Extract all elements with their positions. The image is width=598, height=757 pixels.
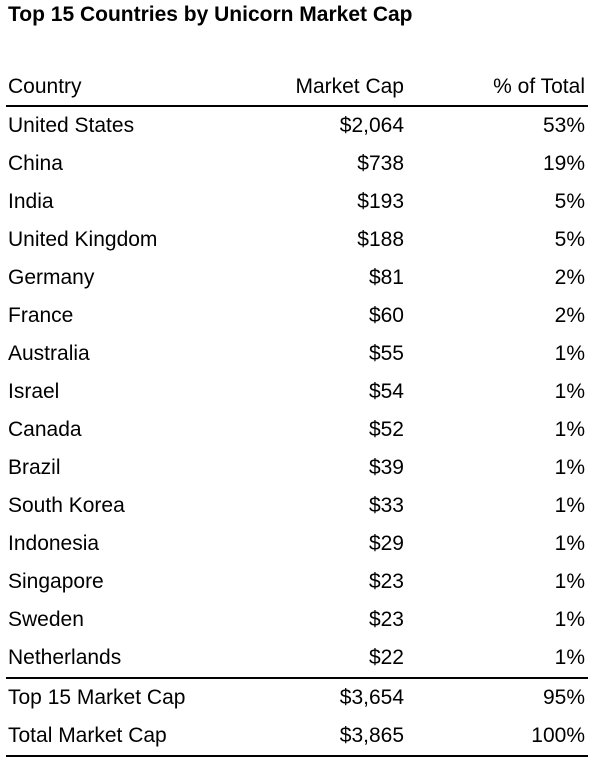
table-row: Brazil $39 1% — [6, 449, 588, 487]
cell-country: United Kingdom — [8, 228, 158, 251]
cell-market-cap: $2,064 — [339, 114, 404, 137]
cell-pct-total: 1% — [554, 456, 585, 479]
summary-row-top15: Top 15 Market Cap $3,654 95% — [6, 677, 588, 717]
cell-country: Brazil — [8, 456, 61, 479]
cell-country: Netherlands — [8, 646, 122, 669]
cell-country: Australia — [8, 342, 90, 365]
cell-market-cap: $193 — [357, 190, 404, 213]
cell-market-cap: $60 — [368, 304, 404, 327]
cell-pct-total: 1% — [554, 608, 585, 631]
cell-pct-total: 19% — [542, 152, 585, 175]
cell-pct-total: 1% — [554, 418, 585, 441]
cell-country: South Korea — [8, 494, 125, 517]
cell-market-cap: $738 — [357, 152, 404, 175]
cell-pct-total: 1% — [554, 494, 585, 517]
page-title: Top 15 Countries by Unicorn Market Cap — [8, 3, 413, 26]
cell-country: United States — [8, 114, 135, 137]
table-row: United States $2,064 53% — [6, 107, 588, 145]
summary-market-cap: $3,865 — [339, 724, 404, 747]
table-row: Singapore $23 1% — [6, 563, 588, 601]
cell-market-cap: $29 — [368, 532, 404, 555]
table-body: United States $2,064 53% China $738 19% India $… — [6, 107, 588, 677]
summary-pct: 95% — [542, 686, 585, 709]
cell-country: Israel — [8, 380, 60, 403]
summary-market-cap: $3,654 — [339, 686, 404, 709]
table-row: France $60 2% — [6, 297, 588, 335]
cell-market-cap: $33 — [368, 494, 404, 517]
summary-label: Total Market Cap — [8, 724, 167, 747]
summary-pct: 100% — [531, 724, 585, 747]
table-row: Netherlands $22 1% — [6, 639, 588, 677]
cell-market-cap: $188 — [357, 228, 404, 251]
cell-country: Canada — [8, 418, 82, 441]
cell-pct-total: 2% — [554, 304, 585, 327]
summary-label: Top 15 Market Cap — [8, 686, 186, 709]
table-header-row: Country Market Cap % of Total — [6, 69, 588, 107]
table-row: Indonesia $29 1% — [6, 525, 588, 563]
cell-pct-total: 1% — [554, 570, 585, 593]
cell-market-cap: $55 — [368, 342, 404, 365]
market-cap-table: Country Market Cap % of Total United Sta… — [6, 69, 588, 757]
table-row: South Korea $33 1% — [6, 487, 588, 525]
table-row: India $193 5% — [6, 183, 588, 221]
column-header-market-cap: Market Cap — [295, 75, 404, 98]
cell-pct-total: 1% — [554, 342, 585, 365]
cell-pct-total: 1% — [554, 532, 585, 555]
cell-country: Sweden — [8, 608, 84, 631]
cell-pct-total: 5% — [554, 228, 585, 251]
cell-pct-total: 2% — [554, 266, 585, 289]
cell-market-cap: $23 — [368, 608, 404, 631]
cell-pct-total: 1% — [554, 380, 585, 403]
cell-pct-total: 5% — [554, 190, 585, 213]
cell-pct-total: 1% — [554, 646, 585, 669]
table-row: Australia $55 1% — [6, 335, 588, 373]
table-row: China $738 19% — [6, 145, 588, 183]
table-row: Germany $81 2% — [6, 259, 588, 297]
cell-country: Indonesia — [8, 532, 100, 555]
column-header-country: Country — [8, 75, 82, 98]
summary-row-total: Total Market Cap $3,865 100% — [6, 717, 588, 757]
cell-market-cap: $22 — [368, 646, 404, 669]
cell-market-cap: $39 — [368, 456, 404, 479]
column-header-pct-total: % of Total — [493, 75, 585, 98]
cell-country: Germany — [8, 266, 95, 289]
table-row: Canada $52 1% — [6, 411, 588, 449]
cell-market-cap: $23 — [368, 570, 404, 593]
cell-country: China — [8, 152, 63, 175]
table-row: Sweden $23 1% — [6, 601, 588, 639]
cell-pct-total: 53% — [542, 114, 585, 137]
cell-market-cap: $52 — [368, 418, 404, 441]
cell-market-cap: $81 — [368, 266, 404, 289]
table-row: United Kingdom $188 5% — [6, 221, 588, 259]
table-row: Israel $54 1% — [6, 373, 588, 411]
cell-country: India — [8, 190, 54, 213]
cell-market-cap: $54 — [368, 380, 404, 403]
cell-country: Singapore — [8, 570, 104, 593]
cell-country: France — [8, 304, 74, 327]
